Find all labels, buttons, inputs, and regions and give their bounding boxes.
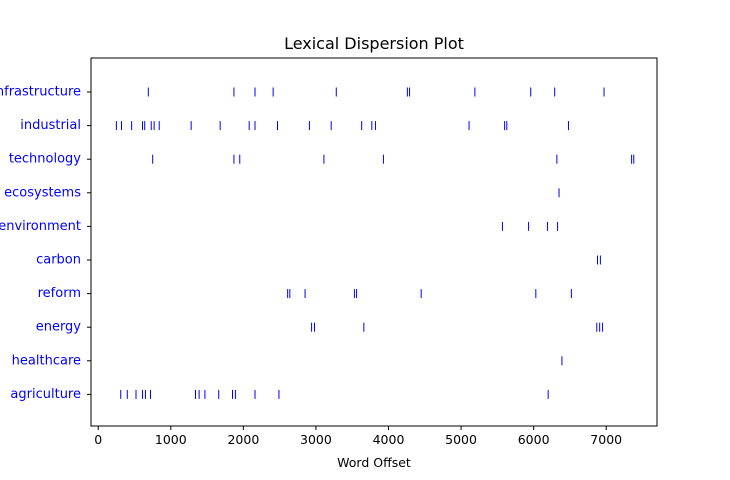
word-label-ecosystems: ecosystems [4, 185, 81, 200]
x-tick-label-3000: 3000 [300, 432, 332, 447]
x-tick-label-5000: 5000 [445, 432, 477, 447]
x-tick-label-1000: 1000 [155, 432, 187, 447]
x-tick-label-6000: 6000 [518, 432, 550, 447]
plot-area-frame [90, 57, 658, 427]
x-axis-ticks: 0 1000 2000 3000 4000 5000 6000 7000 [94, 426, 622, 447]
dispersion-marks [115, 87, 635, 399]
word-label-energy: energy [36, 320, 82, 335]
x-axis-label: Word Offset [337, 455, 411, 470]
chart-title: Lexical Dispersion Plot [284, 34, 464, 53]
x-tick-label-2000: 2000 [227, 432, 259, 447]
word-label-reform: reform [38, 286, 81, 301]
x-tick-label-4000: 4000 [373, 432, 405, 447]
x-tick-label-7000: 7000 [590, 432, 622, 447]
word-label-carbon: carbon [36, 253, 81, 268]
word-labels: infrastructure industrial technology ecosys… [0, 85, 91, 402]
word-label-environment: environment [0, 219, 81, 234]
word-label-technology: technology [9, 152, 81, 167]
word-label-agriculture: agriculture [10, 387, 81, 402]
word-label-industrial: industrial [20, 118, 81, 133]
x-tick-label-0: 0 [94, 432, 102, 447]
word-label-healthcare: healthcare [12, 353, 81, 368]
word-label-infrastructure: infrastructure [0, 85, 81, 100]
